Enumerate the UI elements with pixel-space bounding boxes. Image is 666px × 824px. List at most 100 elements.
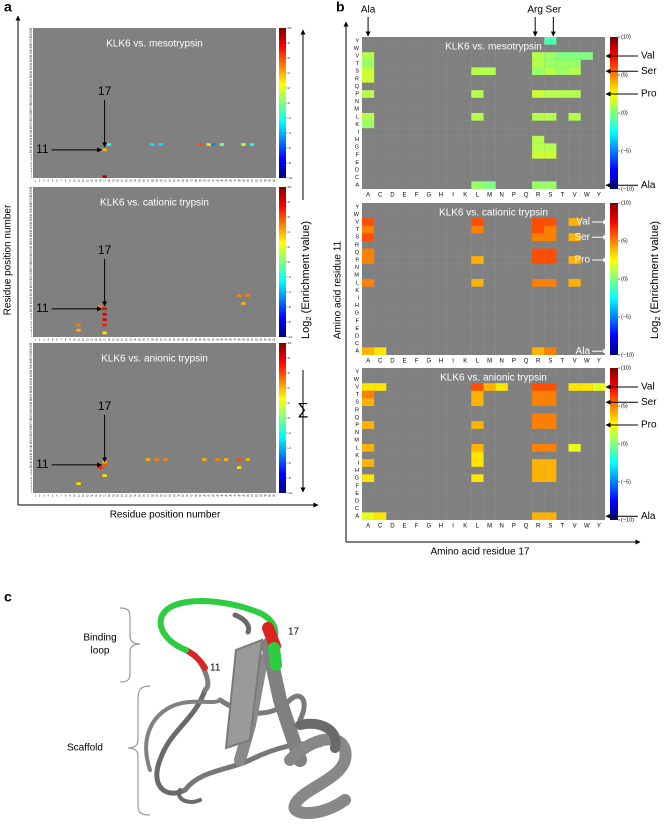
x-tick-label: 32: [168, 495, 171, 498]
x-tick-label: 53: [259, 495, 262, 498]
colorbar: [610, 368, 618, 520]
heatmap-cell: [362, 421, 375, 429]
colorbar-tick-label: -2: [288, 431, 291, 435]
x-tick-label: 1: [34, 339, 36, 342]
colorbar-tick-label: (−10): [621, 517, 634, 523]
heatmap-cell: [362, 120, 375, 129]
heatmap-cell: [471, 451, 484, 460]
x-tick-label: 16: [99, 180, 102, 183]
y-tick-label: T: [356, 61, 360, 67]
colorbar-tick-label: -8: [288, 320, 291, 324]
x-tick-label: 20: [116, 339, 119, 342]
y-tick-label: R: [355, 407, 359, 413]
x-tick-label: S: [548, 193, 552, 199]
y-tick-label: 9: [31, 313, 33, 316]
heatmap-cell: [102, 323, 107, 327]
y-tick-label: 43: [29, 63, 32, 66]
y-tick-label: Q: [355, 250, 360, 256]
y-tick-label: 32: [29, 407, 32, 410]
heatmap-cell: [76, 328, 81, 332]
heatmap-cell: [471, 218, 484, 226]
marker-label: 11: [36, 301, 49, 315]
y-tick-label: 35: [29, 243, 32, 246]
x-tick-label: 40: [203, 495, 206, 498]
heatmap-title: KLK6 vs. cationic trypsin: [439, 208, 548, 219]
y-tick-label: 4: [31, 482, 33, 485]
y-tick-label: 24: [29, 114, 32, 117]
heatmap-cell: [544, 256, 557, 264]
y-tick-label: 13: [29, 143, 32, 146]
x-tick-label: 46: [229, 180, 232, 183]
y-tick-label: 25: [29, 426, 32, 429]
y-tick-label: E: [355, 160, 359, 166]
y-tick-label: 38: [29, 391, 32, 394]
annotation-label: Pro: [641, 420, 657, 431]
y-tick-label: 47: [29, 367, 32, 370]
x-tick-label: C: [378, 524, 383, 530]
heatmap-cell: [568, 90, 581, 98]
heatmap-cell: [592, 383, 605, 391]
heatmap-cell: [236, 294, 242, 297]
heatmap-cell: [362, 248, 375, 257]
x-tick-label: 30: [160, 339, 163, 342]
x-tick-label: M: [487, 524, 492, 530]
label-part: (Enrichment value): [649, 221, 661, 316]
y-axis-label: Amino acid residue 11: [333, 240, 344, 339]
y-tick-label: F: [356, 483, 360, 489]
colorbar-tick-label: -10: [288, 176, 293, 180]
y-tick-label: D: [355, 498, 359, 504]
y-tick-label: C: [355, 341, 359, 347]
x-tick-label: 26: [142, 339, 145, 342]
heatmap-background: [33, 343, 276, 493]
colorbar-tick-label: (10): [621, 365, 631, 371]
x-tick-label: 53: [259, 339, 262, 342]
heatmap-cell: [568, 383, 581, 391]
y-tick-label: 15: [29, 297, 32, 300]
y-tick-label: N: [355, 430, 359, 436]
heatmap-cell: [495, 383, 508, 391]
heatmap-cell: [544, 151, 557, 159]
heatmap-cell: [249, 143, 255, 146]
y-tick-label: 10: [29, 310, 32, 313]
colorbar-tick-label: 4: [288, 386, 290, 390]
heatmap-cell: [544, 90, 557, 98]
heatmap-cell: [544, 181, 557, 189]
heatmap-cell: [98, 466, 103, 469]
colorbar-tick-label: (10): [621, 34, 631, 40]
heatmap-background: [33, 187, 276, 337]
x-tick-label: 41: [207, 339, 210, 342]
x-tick-label: 50: [246, 495, 249, 498]
x-tick-label: 36: [186, 495, 189, 498]
y-tick-label: M: [354, 107, 359, 113]
y-tick-label: 14: [29, 299, 32, 302]
x-tick-label: 56: [272, 339, 275, 342]
y-tick-label: Q: [355, 415, 360, 421]
x-tick-label: 8: [65, 495, 67, 498]
sum-symbol: ∑: [297, 401, 308, 418]
x-axis-label: Residue position number: [110, 510, 221, 521]
label-part: Log: [300, 321, 312, 339]
y-tick-label: 56: [29, 28, 32, 31]
y-tick-label: 20: [29, 124, 32, 127]
heatmap-cell: [471, 421, 484, 429]
y-tick-label: S: [355, 69, 359, 75]
y-tick-label: 19: [29, 442, 32, 445]
heatmap-cell: [362, 256, 375, 264]
heatmap-cell: [556, 67, 569, 75]
heatmap-cell: [544, 459, 557, 467]
heatmap-cell: [362, 233, 375, 241]
marker-label: 17: [98, 84, 112, 98]
heatmap-cell: [532, 181, 545, 189]
x-tick-label: 13: [86, 495, 89, 498]
heatmap-cell: [532, 59, 545, 68]
y-tick-label: Y: [355, 204, 359, 210]
y-tick-label: 5: [31, 480, 33, 483]
annotation-label: Val: [576, 217, 590, 228]
top-annotation-label: Ser: [546, 5, 562, 16]
heatmap-title: KLK6 vs. cationic trypsin: [100, 198, 209, 209]
y-tick-label: G: [355, 476, 359, 482]
heatmap-cell: [556, 59, 569, 68]
heatmap-cell: [532, 151, 545, 159]
y-tick-label: 41: [29, 68, 32, 71]
x-tick-label: 41: [207, 495, 210, 498]
